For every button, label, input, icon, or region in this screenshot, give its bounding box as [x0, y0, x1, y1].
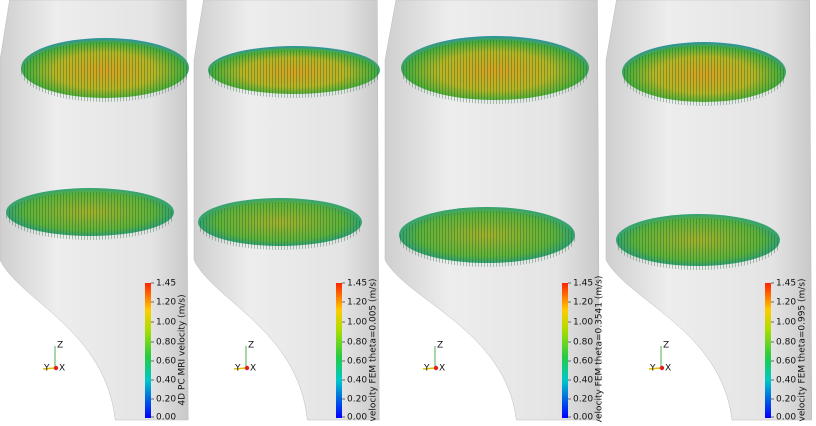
axis-x	[434, 366, 438, 370]
axis-label-z: Z	[437, 341, 443, 351]
colorbar-tick-label: 1.45	[776, 279, 796, 289]
velocity-vectors	[399, 211, 575, 267]
colorbar-tick-label: 0.60	[573, 357, 593, 367]
axis-label-z: Z	[57, 341, 63, 351]
velocity-vectors	[6, 192, 174, 240]
axis-x	[660, 366, 664, 370]
colorbar-tick-label: 0.00	[573, 413, 593, 423]
axis-label-x: X	[59, 364, 65, 374]
colorbar-tick-label: 0.80	[776, 338, 796, 348]
colorbar-label: velocity FEM theta=0.005 (m/s)	[369, 278, 379, 421]
colorbar-label: velocity FEM theta=0.3541 (m/s)	[595, 276, 605, 422]
axis-x	[245, 366, 249, 370]
colorbar-tick-label: 1.45	[347, 279, 367, 289]
axis-label-y: Y	[234, 364, 241, 374]
colorbar	[765, 283, 771, 418]
colorbar	[562, 283, 568, 418]
colorbar-tick-label: 1.00	[156, 318, 176, 328]
colorbar-tick-label: 0.20	[156, 395, 176, 405]
colorbar-tick-label: 1.45	[573, 279, 593, 289]
colorbar-tick-label: 0.80	[156, 338, 176, 348]
colorbar-tick-label: 0.40	[347, 376, 367, 386]
velocity-vectors	[21, 42, 189, 102]
colorbar-tick-label: 1.20	[573, 298, 593, 308]
colorbar-tick-label: 1.20	[156, 298, 176, 308]
colorbar	[336, 283, 342, 418]
colorbar-tick-label: 0.00	[156, 413, 176, 423]
colorbar-tick-label: 0.20	[347, 395, 367, 405]
colorbar-tick-label: 1.20	[347, 298, 367, 308]
axis-label-y: Y	[649, 364, 656, 374]
colorbar-tick-label: 0.40	[776, 376, 796, 386]
colorbar-tick-label: 0.20	[573, 395, 593, 405]
axis-label-z: Z	[248, 341, 254, 351]
figure: 1.451.201.000.800.600.400.200.004D PC MR…	[0, 0, 816, 422]
axis-label-y: Y	[423, 364, 430, 374]
velocity-vectors	[401, 40, 589, 104]
velocity-vectors	[616, 218, 780, 270]
colorbar-tick-label: 0.80	[573, 338, 593, 348]
axis-label-x: X	[439, 364, 445, 374]
axis-x	[54, 366, 58, 370]
colorbar-tick-label: 0.80	[347, 338, 367, 348]
colorbar-tick-label: 1.45	[156, 279, 176, 289]
axis-label-x: X	[250, 364, 256, 374]
colorbar-tick-label: 0.00	[347, 413, 367, 423]
colorbar-tick-label: 0.40	[573, 376, 593, 386]
colorbar-tick-label: 1.20	[776, 298, 796, 308]
colorbar-tick-label: 0.20	[776, 395, 796, 405]
colorbar-tick-label: 0.60	[156, 357, 176, 367]
colorbar-tick-label: 1.00	[347, 318, 367, 328]
colorbar-tick-label: 0.60	[347, 357, 367, 367]
colorbar-tick-label: 0.00	[776, 413, 796, 423]
colorbar-label: velocity FEM theta=0.995 (m/s)	[798, 278, 808, 421]
colorbar-label: 4D PC MRI velocity (m/s)	[178, 294, 188, 405]
colorbar-tick-label: 1.00	[573, 318, 593, 328]
axis-label-y: Y	[43, 364, 50, 374]
velocity-vectors	[198, 202, 362, 250]
colorbar-tick-label: 0.60	[776, 357, 796, 367]
colorbar-tick-label: 0.40	[156, 376, 176, 386]
velocity-vectors	[622, 46, 786, 106]
colorbar	[145, 283, 151, 418]
velocity-vectors	[208, 50, 380, 98]
colorbar-tick-label: 1.00	[776, 318, 796, 328]
axis-label-z: Z	[663, 341, 669, 351]
axis-label-x: X	[665, 364, 671, 374]
